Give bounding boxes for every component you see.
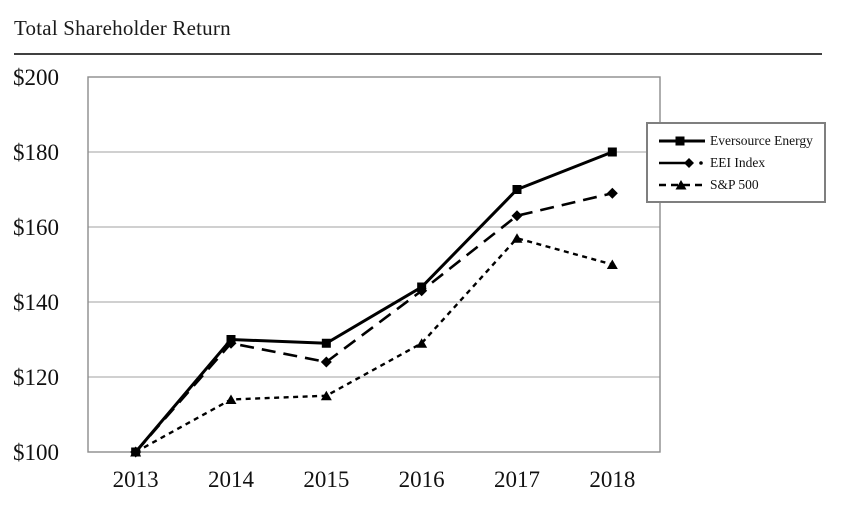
marker-square-2014 [226,335,236,344]
legend-line-sample-dashed-triangle-icon [659,180,705,190]
x-tick-label-2013: 2013 [113,467,159,492]
x-tick-label-2018: 2018 [589,467,635,492]
y-tick-label-160: $160 [13,215,59,240]
y-axis-tick-labels: $100 $120 $140 $160 $180 $200 [13,65,59,465]
x-tick-label-2016: 2016 [399,467,445,492]
series-line-s-p-500 [135,236,613,454]
legend-item-eversource-energy: Eversource Energy [658,131,818,151]
legend-item-sp-500: S&P 500 [658,175,818,195]
y-tick-label-140: $140 [13,290,59,315]
legend-label-sp-500: S&P 500 [710,177,759,192]
marker-triangle-2014 [225,394,237,404]
series-line-eei-index [134,191,613,453]
marker-triangle-2017 [511,233,523,243]
legend-line-sample-solid-square-icon [659,136,705,146]
marker-square-2013 [131,447,141,457]
plot-border [87,76,661,453]
x-axis-tick-labels: 2013 2014 2015 2016 2017 2018 [113,467,636,492]
marker-triangle-2016 [416,338,428,348]
marker-triangle-2015 [320,390,332,401]
marker-diamond-2017 [511,210,523,222]
grid-lines [88,151,660,378]
y-tick-label-200: $200 [13,65,59,90]
chart-title: Total Shareholder Return [14,16,231,40]
legend-label-eversource-energy: Eversource Energy [710,133,813,148]
chart-legend: Eversource Energy EEI Index S&P 500 [646,122,826,203]
x-tick-label-2014: 2014 [208,467,255,492]
y-tick-label-100: $100 [13,440,59,465]
y-tick-label-180: $180 [13,140,59,165]
marker-triangle-2018 [606,259,618,269]
x-tick-label-2015: 2015 [303,467,349,492]
marker-square-2016 [417,282,427,292]
legend-label-eei-index: EEI Index [710,155,766,170]
legend-line-sample-dash-dot-diamond-icon [659,158,703,168]
series-s-p-500 [130,233,618,457]
legend-item-eei-index: EEI Index [658,153,818,173]
series-eei-index [130,187,618,458]
marker-diamond-2015 [320,356,332,368]
marker-square-2018 [607,147,617,157]
marker-square-2017 [512,185,522,194]
marker-square-2015 [321,338,331,348]
title-divider-rule [14,53,822,55]
marker-diamond-2018 [606,187,618,199]
x-tick-label-2017: 2017 [494,467,540,492]
y-tick-label-120: $120 [13,365,59,390]
series-eversource-energy [131,147,617,457]
series-line-eversource-energy [134,150,613,453]
